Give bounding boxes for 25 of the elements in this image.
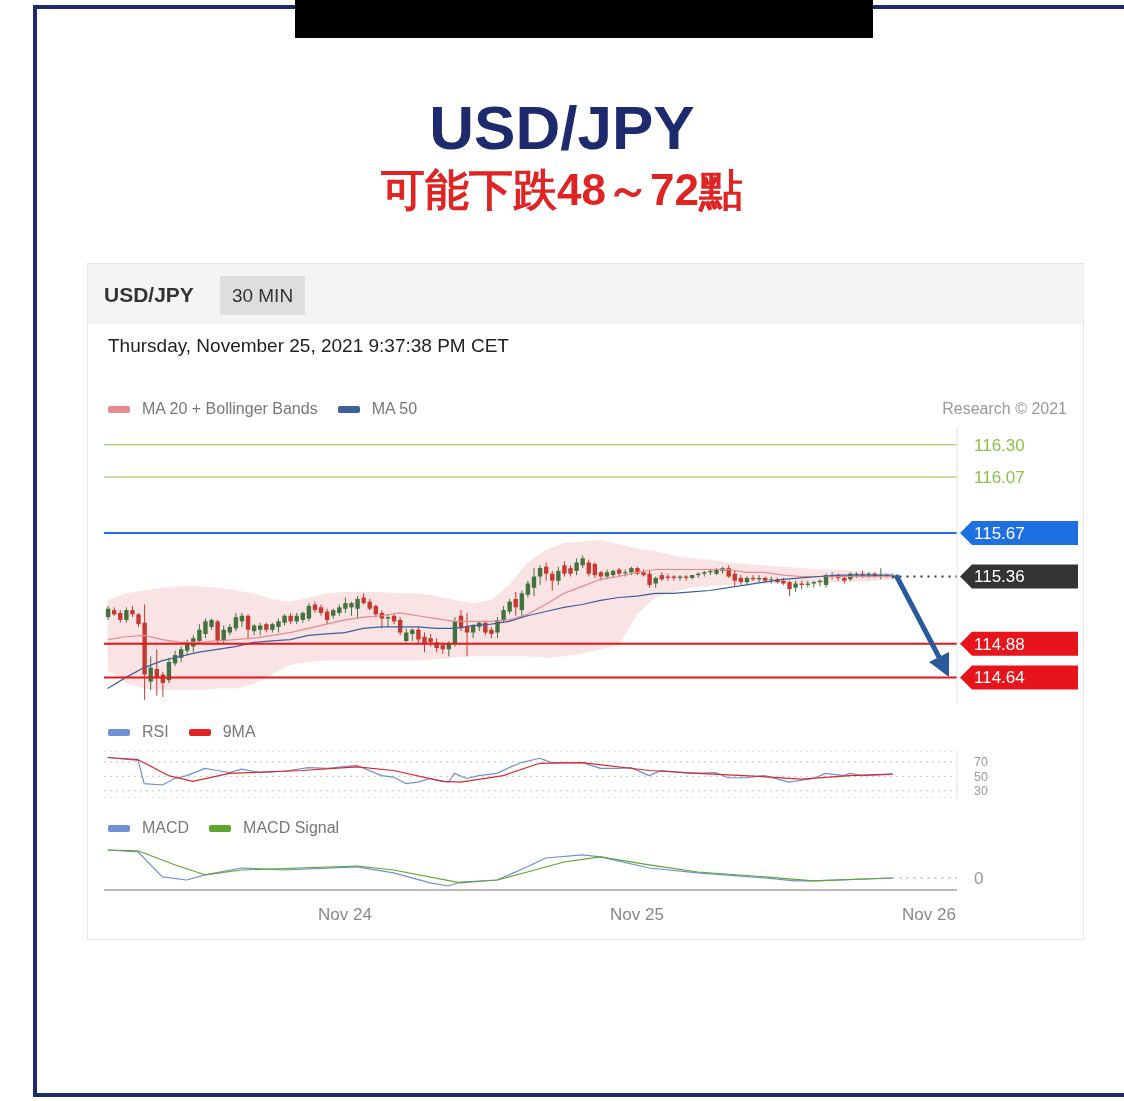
text: 30 MIN xyxy=(220,276,305,315)
chart-title: USD/JPY xyxy=(428,92,696,164)
x-tick-label: Nov 25 xyxy=(610,905,664,925)
y-tick-label: 116.07 xyxy=(974,467,1025,487)
legend-label: 9MA xyxy=(222,723,256,741)
y-tick-label: 114.88 xyxy=(974,634,1025,654)
y-tick-label: 115.67 xyxy=(974,524,1025,544)
text: Thursday, November 25, 2021 9:37:38 PM CET xyxy=(108,335,509,357)
text: Research © 2021 xyxy=(942,399,1067,419)
legend-label: RSI xyxy=(142,723,169,741)
y-tick-label: 114.64 xyxy=(974,668,1025,688)
y-tick-label: 70 xyxy=(974,755,988,770)
x-tick-label: Nov 26 xyxy=(902,905,956,925)
ref-line-label: 0 xyxy=(974,868,984,888)
text: USD/JPY xyxy=(104,283,194,307)
y-tick-label: 115.36 xyxy=(974,567,1025,587)
legend-label: MA 20 + Bollinger Bands xyxy=(142,400,318,418)
y-tick-label: 30 xyxy=(974,784,988,799)
legend-label: MACD xyxy=(142,819,190,837)
y-tick-label: 50 xyxy=(974,769,988,784)
y-tick-label: 116.30 xyxy=(974,435,1025,455)
x-tick-label: Nov 24 xyxy=(318,905,372,925)
legend-label: MA 50 xyxy=(371,400,418,418)
legend-label: MACD Signal xyxy=(243,819,340,837)
chart-subtitle: 可能下跌48～72點 xyxy=(380,164,744,216)
